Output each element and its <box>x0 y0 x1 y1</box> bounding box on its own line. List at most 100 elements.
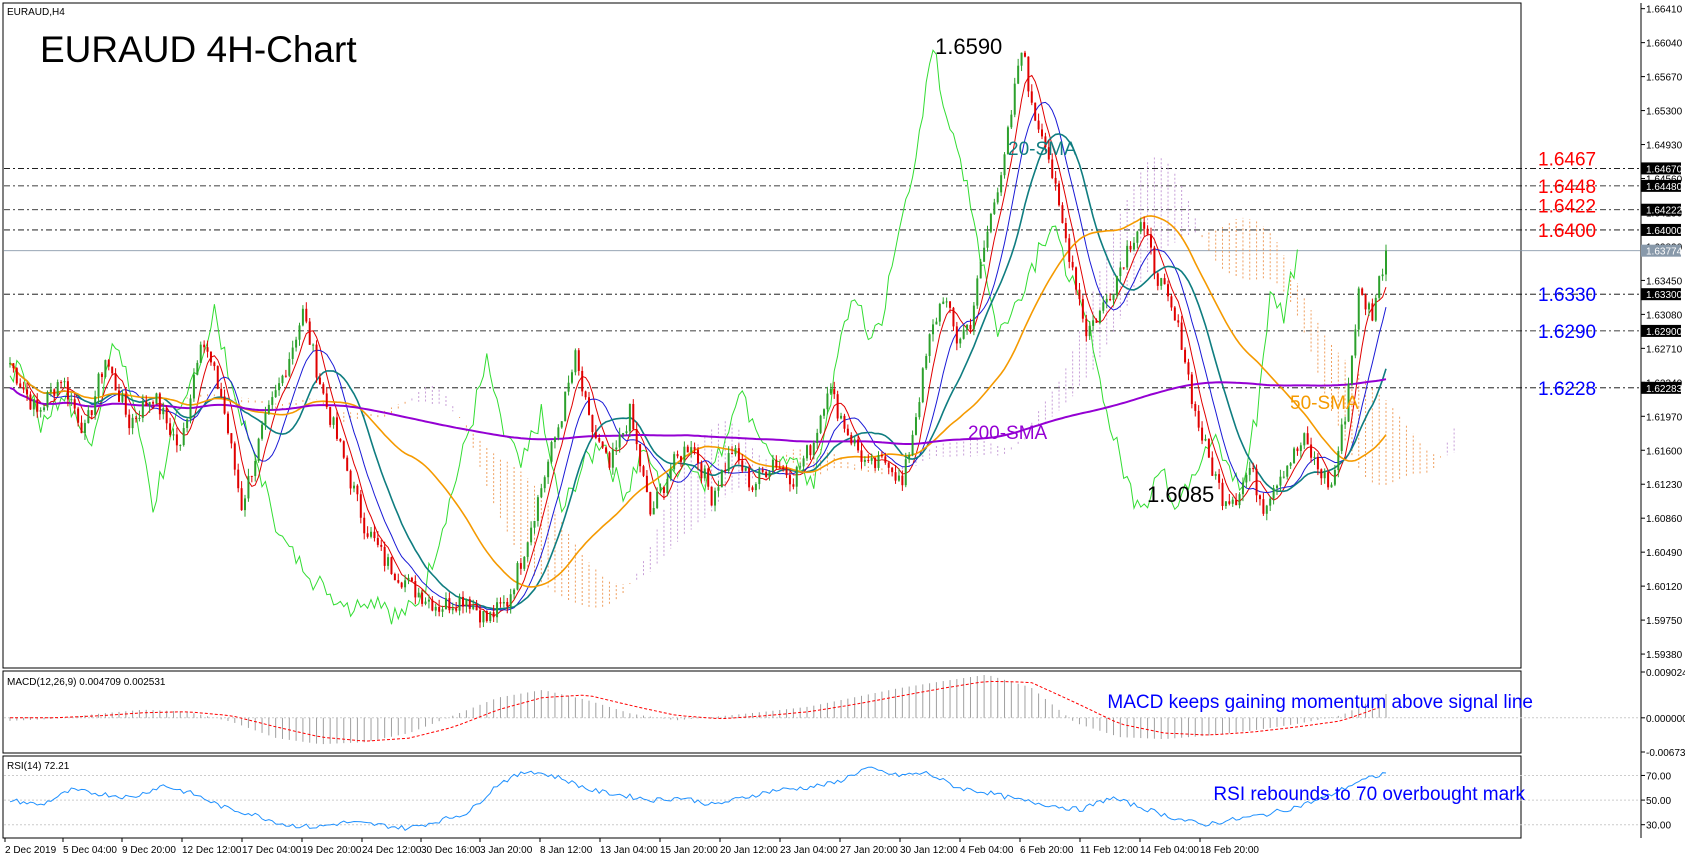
candle-body <box>496 602 499 618</box>
candle-body <box>226 413 229 434</box>
candle-body <box>199 344 202 363</box>
level-axis-box <box>1641 203 1681 216</box>
candle-body <box>97 373 100 397</box>
candle-body <box>322 384 325 394</box>
rsi-annotation: RSI rebounds to 70 overbought mark <box>1213 784 1525 805</box>
high-annotation: 1.6590 <box>935 34 1002 59</box>
candle-body <box>1051 159 1054 178</box>
candle-body <box>312 344 315 346</box>
candle-body <box>1013 83 1016 115</box>
candle-body <box>1023 52 1026 57</box>
candle-body <box>165 408 168 424</box>
candle-body <box>1000 175 1003 193</box>
candle-body <box>264 413 267 425</box>
candle-body <box>131 417 134 429</box>
candle-body <box>148 402 151 407</box>
candle-body <box>448 598 451 611</box>
candle-body <box>601 441 604 448</box>
candle-body <box>169 423 172 435</box>
time-tick-label: 20 Jan 12:00 <box>720 845 778 856</box>
candle-body <box>989 213 992 232</box>
level-axis-label: 1.62900 <box>1646 327 1683 338</box>
price-tick-label: 1.61230 <box>1646 480 1683 491</box>
candle-body <box>557 427 560 438</box>
rsi-tick-label: 30.00 <box>1646 821 1671 832</box>
candle-body <box>363 517 366 534</box>
candle-body <box>942 301 945 304</box>
time-tick-label: 8 Jan 12:00 <box>540 845 593 856</box>
time-tick-label: 23 Jan 04:00 <box>780 845 838 856</box>
candle-body <box>543 477 546 489</box>
candle-body <box>1149 234 1152 248</box>
price-tick-label: 1.64930 <box>1646 141 1683 152</box>
candle-body <box>407 577 410 581</box>
candle-body <box>1190 374 1193 405</box>
candle-body <box>673 454 676 470</box>
candle-body <box>135 417 138 419</box>
candle-body <box>799 466 802 468</box>
level-axis-box <box>1641 381 1681 394</box>
candle-body <box>441 609 444 612</box>
candle-body <box>1313 456 1316 458</box>
candle-body <box>765 471 768 477</box>
candle-body <box>530 527 533 543</box>
candle-body <box>192 374 195 399</box>
candle-body <box>935 321 938 325</box>
rsi-label: RSI(14) 72.21 <box>7 761 70 772</box>
candle-body <box>731 453 734 455</box>
macd-label: MACD(12,26,9) 0.004709 0.002531 <box>7 677 166 688</box>
candle-body <box>652 508 655 515</box>
candle-body <box>993 202 996 214</box>
candle-body <box>1054 177 1057 184</box>
candle-body <box>823 409 826 416</box>
candle-body <box>1088 325 1091 337</box>
candle-body <box>833 389 836 395</box>
candle-body <box>877 455 880 468</box>
candle-body <box>594 432 597 439</box>
candle-body <box>414 581 417 598</box>
candle-body <box>1231 499 1234 504</box>
candle-body <box>1296 448 1299 452</box>
candle-body <box>196 362 199 375</box>
candle-body <box>482 611 485 623</box>
level-axis-box <box>1641 288 1681 301</box>
time-tick-label: 11 Feb 12:00 <box>1080 845 1139 856</box>
candle-body <box>90 410 93 416</box>
candle-body <box>424 601 427 604</box>
candle-body <box>366 533 369 537</box>
candle-body <box>397 580 400 583</box>
candle-body <box>162 408 165 415</box>
candle-body <box>1235 499 1238 506</box>
candle-body <box>1224 501 1227 506</box>
candle-body <box>645 475 648 492</box>
candle-body <box>574 350 577 373</box>
candle-body <box>186 419 189 429</box>
candle-body <box>100 373 103 377</box>
candle-body <box>32 399 35 410</box>
candle-body <box>792 484 795 487</box>
candle-body <box>1207 438 1210 458</box>
candle-body <box>819 415 822 433</box>
rsi-line <box>9 766 1387 831</box>
candle-body <box>1197 410 1200 428</box>
level-label: 1.6422 <box>1538 197 1596 218</box>
candle-body <box>553 437 556 443</box>
candle-body <box>1258 495 1261 500</box>
candle-body <box>686 446 689 453</box>
candle-body <box>1241 482 1244 495</box>
candle-body <box>19 383 22 388</box>
candle-body <box>240 488 243 511</box>
time-tick-label: 17 Dec 04:00 <box>242 845 302 856</box>
candle-body <box>288 358 291 376</box>
candle-body <box>182 428 185 446</box>
candle-body <box>928 334 931 357</box>
level-axis-label: 1.62283 <box>1646 384 1683 395</box>
candle-body <box>737 448 740 461</box>
candle-body <box>741 460 744 471</box>
candle-body <box>1293 448 1296 464</box>
candle-body <box>778 467 781 469</box>
candle-body <box>335 417 338 439</box>
candle-body <box>1126 245 1129 268</box>
candle-body <box>1323 472 1326 479</box>
candle-body <box>523 556 526 569</box>
